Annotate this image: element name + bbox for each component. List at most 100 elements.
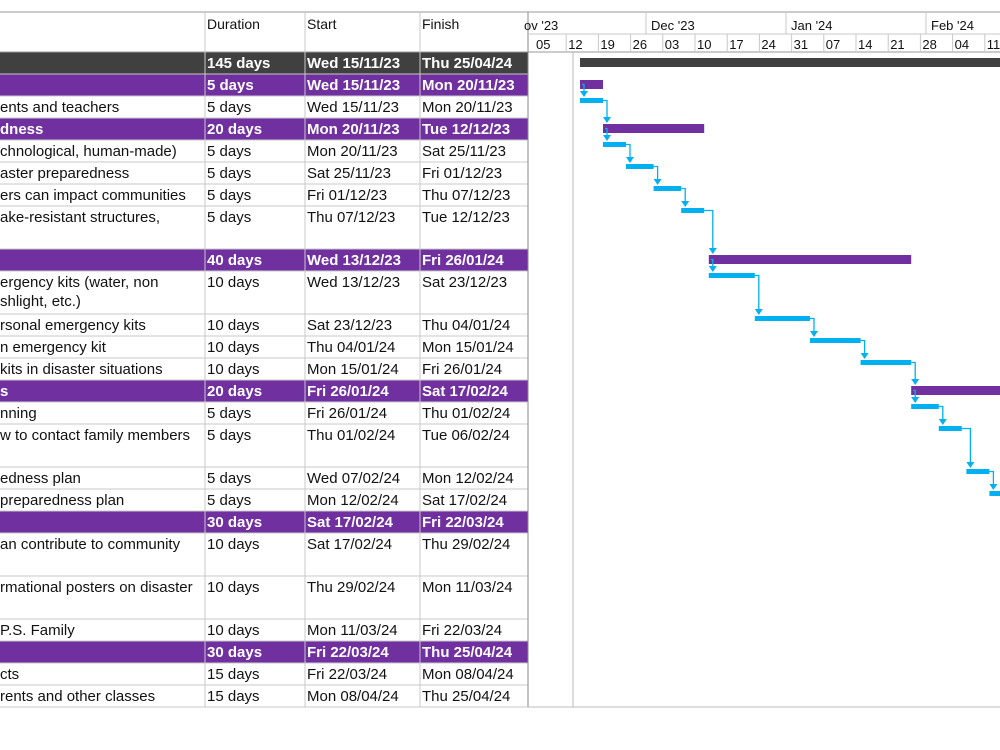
- duration-column-header: Duration: [207, 16, 260, 32]
- dependency-line: [860, 339, 866, 354]
- month-label: Dec '23: [651, 18, 695, 33]
- dependency-arrowhead: [911, 397, 920, 403]
- week-tick-label: 21: [890, 37, 904, 52]
- dependency-line: [710, 258, 714, 267]
- task-name: ergency kits (water, non: [0, 274, 158, 291]
- task-duration: 5 days: [207, 77, 254, 94]
- task-name: w to contact family members: [0, 427, 190, 444]
- task-name: P.S. Family: [0, 622, 75, 639]
- month-label: Jan '24: [791, 18, 833, 33]
- dependency-line: [961, 427, 972, 463]
- dependency-arrowhead: [938, 419, 947, 425]
- task-start: Fri 22/03/24: [307, 666, 387, 683]
- summary-row-background: [0, 74, 528, 96]
- task-name: edness plan: [0, 470, 81, 487]
- task-bar: [938, 426, 962, 431]
- week-tick-label: 24: [761, 37, 775, 52]
- task-finish: Sat 23/12/23: [422, 274, 507, 291]
- task-start: Mon 11/03/24: [307, 622, 398, 639]
- task-name: ers can impact communities: [0, 187, 186, 204]
- task-start: Mon 12/02/24: [307, 492, 399, 509]
- task-duration: 10 days: [207, 339, 260, 356]
- task-start: Sat 17/02/24: [307, 536, 392, 553]
- dependency-line: [704, 209, 714, 249]
- task-finish: Mon 11/03/24: [422, 579, 513, 596]
- dependency-arrowhead: [603, 135, 611, 141]
- task-finish: Thu 04/01/24: [422, 317, 510, 334]
- task-start: Fri 26/01/24: [307, 405, 387, 422]
- task-name: nning: [0, 405, 37, 422]
- week-tick-label: 28: [922, 37, 936, 52]
- task-finish: Fri 26/01/24: [422, 361, 502, 378]
- dependency-line: [911, 361, 916, 380]
- task-duration: 5 days: [207, 143, 251, 160]
- task-duration: 5 days: [207, 99, 251, 116]
- finish-column-header: Finish: [422, 16, 459, 32]
- task-start: Sat 23/12/23: [307, 317, 392, 334]
- dependency-line: [938, 405, 944, 420]
- task-duration: 5 days: [207, 209, 251, 226]
- dependency-line: [681, 187, 686, 202]
- task-finish: Thu 25/04/24: [422, 688, 510, 705]
- task-name: an contribute to community: [0, 536, 181, 553]
- task-finish: Thu 25/04/24: [422, 55, 513, 72]
- task-bar: [754, 316, 810, 321]
- summary-bar: [580, 80, 603, 89]
- summary-bar: [911, 386, 1000, 395]
- task-name: s: [0, 383, 8, 400]
- task-duration: 145 days: [207, 55, 270, 72]
- task-name: ents and teachers: [0, 99, 119, 116]
- week-tick-label: 03: [665, 37, 679, 52]
- task-duration: 5 days: [207, 187, 251, 204]
- start-column-header: Start: [307, 16, 337, 32]
- month-label: ov '23: [524, 18, 558, 33]
- task-finish: Mon 20/11/23: [422, 77, 515, 94]
- week-tick-label: 26: [633, 37, 647, 52]
- summary-bar: [603, 124, 705, 133]
- dependency-arrowhead: [653, 179, 662, 185]
- summary-row-background: [0, 118, 528, 140]
- task-start: Wed 13/12/23: [307, 274, 400, 291]
- dependency-arrowhead: [989, 484, 998, 490]
- task-finish: Thu 01/02/24: [422, 405, 510, 422]
- dependency-arrowhead: [754, 309, 763, 315]
- task-duration: 30 days: [207, 514, 262, 531]
- dependency-line: [653, 165, 659, 180]
- dependency-line: [913, 389, 916, 398]
- summary-row-background: [0, 641, 528, 663]
- summary-row-background: [0, 249, 528, 271]
- dependency-line: [626, 143, 631, 158]
- task-duration: 5 days: [207, 427, 251, 444]
- dependency-arrowhead: [681, 201, 690, 207]
- task-finish: Thu 29/02/24: [422, 536, 510, 553]
- task-start: Sat 25/11/23: [307, 165, 391, 182]
- task-start: Wed 07/02/24: [307, 470, 400, 487]
- task-finish: Fri 26/01/24: [422, 252, 504, 269]
- task-start: Wed 15/11/23: [307, 99, 399, 116]
- task-bar: [989, 491, 1000, 496]
- month-label: Feb '24: [931, 18, 974, 33]
- dependency-arrowhead: [911, 379, 920, 385]
- task-finish: Thu 25/04/24: [422, 644, 513, 661]
- task-name-line2: shlight, etc.): [0, 293, 81, 310]
- task-finish: Tue 12/12/23: [422, 121, 510, 138]
- task-bar: [681, 208, 705, 213]
- task-duration: 10 days: [207, 274, 260, 291]
- task-name: rsonal emergency kits: [0, 317, 146, 334]
- dependency-line: [605, 127, 608, 136]
- week-tick-label: 04: [955, 37, 969, 52]
- task-bar: [966, 469, 990, 474]
- task-duration: 20 days: [207, 383, 262, 400]
- task-start: Mon 20/11/23: [307, 143, 398, 160]
- task-duration: 10 days: [207, 361, 260, 378]
- task-start: Mon 08/04/24: [307, 688, 399, 705]
- task-start: Fri 01/12/23: [307, 187, 387, 204]
- week-tick-label: 12: [568, 37, 582, 52]
- task-start: Wed 15/11/23: [307, 77, 400, 94]
- task-finish: Fri 22/03/24: [422, 514, 504, 531]
- task-duration: 30 days: [207, 644, 262, 661]
- task-finish: Mon 12/02/24: [422, 470, 514, 487]
- task-finish: Fri 01/12/23: [422, 165, 502, 182]
- task-start: Thu 01/02/24: [307, 427, 395, 444]
